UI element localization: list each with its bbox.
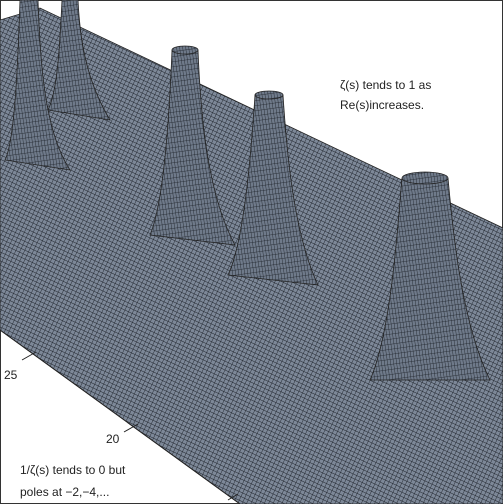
axis-label: 25 [4,368,18,382]
pole-top [402,172,448,184]
annotation: poles at −2,−4,... [20,485,109,499]
annotation: 1/ζ(s) tends to 0 but [20,463,126,477]
pole-top [172,46,198,54]
surface-plot: 25 20 ζ(s) tends to 1 as Re(s)increases.… [0,0,503,504]
annotation: ζ(s) tends to 1 as [340,78,431,92]
annotation: Re(s)increases. [340,98,424,112]
pole-top [255,91,283,99]
axis-label: 20 [106,432,120,446]
